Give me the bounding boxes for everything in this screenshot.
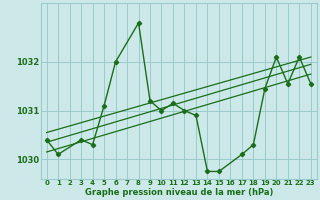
X-axis label: Graphe pression niveau de la mer (hPa): Graphe pression niveau de la mer (hPa) [84, 188, 273, 197]
